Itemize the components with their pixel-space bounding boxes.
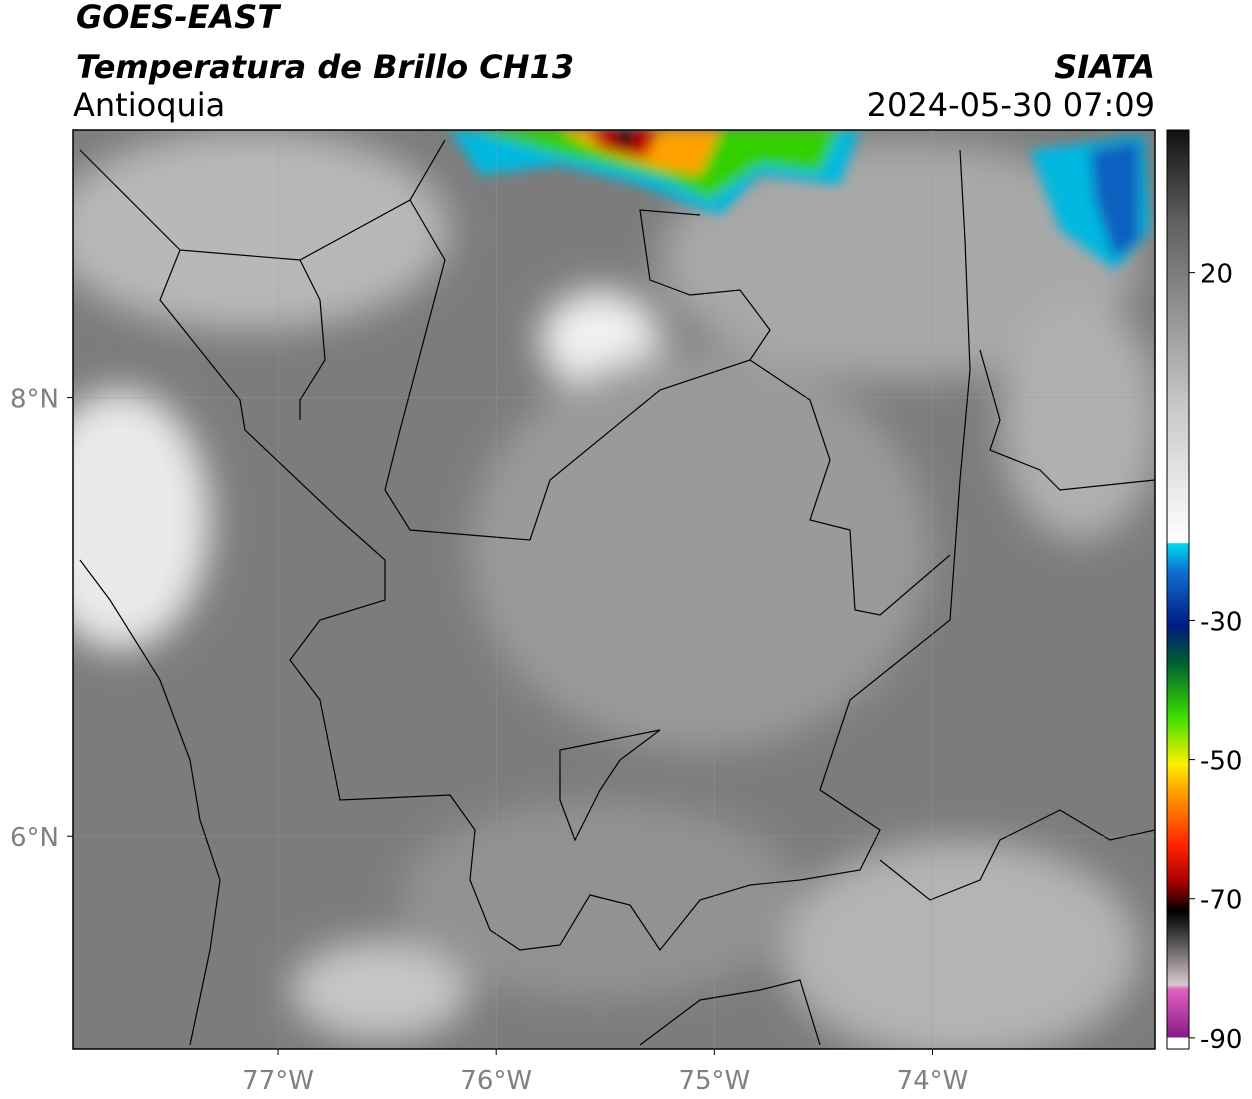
colorbar [1166,129,1190,1050]
x-tick-label: 77°W [242,1066,314,1096]
title: GOES-EAST [76,0,281,36]
colorbar-tick-label: -70 [1200,886,1242,916]
timestamp: 2024-05-30 07:09 [867,86,1155,124]
region: Antioquia [73,86,225,124]
colorbar-tick-label: 20 [1200,260,1233,290]
x-tick-label: 76°W [460,1066,532,1096]
x-tick-label: 74°W [897,1066,969,1096]
y-tick-label: 6°N [10,823,59,853]
colorbar-tick-label: -90 [1200,1025,1242,1055]
borders [79,139,1155,1046]
x-tick-label: 75°W [678,1066,750,1096]
colorbar-tick-label: -50 [1200,747,1242,777]
map-frame [72,129,1156,1050]
subtitle: Temperatura de Brillo CH13 [76,48,574,86]
satellite-image [73,130,1155,1049]
colorbar-tick-label: -30 [1200,607,1242,637]
y-tick-label: 8°N [10,385,59,415]
source: SIATA [1054,48,1155,86]
